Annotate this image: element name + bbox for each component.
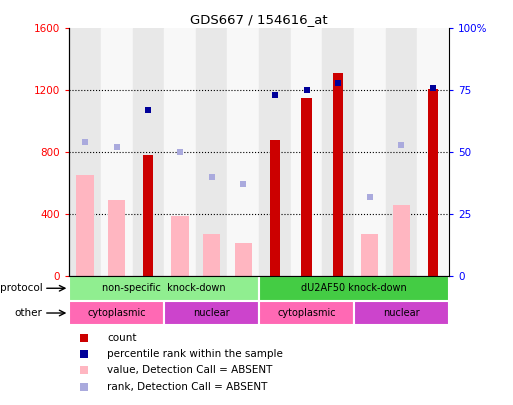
Text: non-specific  knock-down: non-specific knock-down: [103, 283, 226, 293]
Bar: [417, 28, 449, 276]
Text: rank, Detection Call = ABSENT: rank, Detection Call = ABSENT: [107, 382, 268, 392]
Bar: [291, 28, 322, 276]
Bar: [270, 140, 280, 276]
Bar: [101, 28, 132, 276]
Bar: [361, 234, 379, 276]
Bar: [171, 215, 189, 276]
Bar: [69, 28, 101, 276]
Text: cytoplasmic: cytoplasmic: [277, 308, 336, 318]
Title: GDS667 / 154616_at: GDS667 / 154616_at: [190, 13, 328, 26]
Bar: [333, 73, 343, 276]
Text: value, Detection Call = ABSENT: value, Detection Call = ABSENT: [107, 365, 272, 375]
Text: count: count: [107, 333, 137, 343]
Text: percentile rank within the sample: percentile rank within the sample: [107, 349, 283, 359]
Bar: [322, 28, 354, 276]
Bar: [132, 28, 164, 276]
Bar: [234, 243, 252, 276]
Bar: [259, 276, 449, 301]
Bar: [227, 28, 259, 276]
Bar: [196, 28, 227, 276]
Bar: [76, 175, 94, 276]
Bar: [354, 301, 449, 325]
Bar: [203, 234, 220, 276]
Bar: [428, 89, 438, 276]
Bar: [354, 28, 386, 276]
Text: nuclear: nuclear: [383, 308, 420, 318]
Text: nuclear: nuclear: [193, 308, 230, 318]
Bar: [302, 98, 311, 276]
Bar: [393, 205, 410, 276]
Bar: [69, 276, 259, 301]
Bar: [164, 28, 196, 276]
Text: protocol: protocol: [0, 283, 43, 293]
Bar: [108, 200, 125, 276]
Bar: [164, 301, 259, 325]
Bar: [259, 301, 354, 325]
Bar: [69, 301, 164, 325]
Bar: [143, 155, 153, 276]
Text: dU2AF50 knock-down: dU2AF50 knock-down: [301, 283, 407, 293]
Text: cytoplasmic: cytoplasmic: [87, 308, 146, 318]
Bar: [386, 28, 417, 276]
Bar: [259, 28, 291, 276]
Text: other: other: [14, 308, 43, 318]
